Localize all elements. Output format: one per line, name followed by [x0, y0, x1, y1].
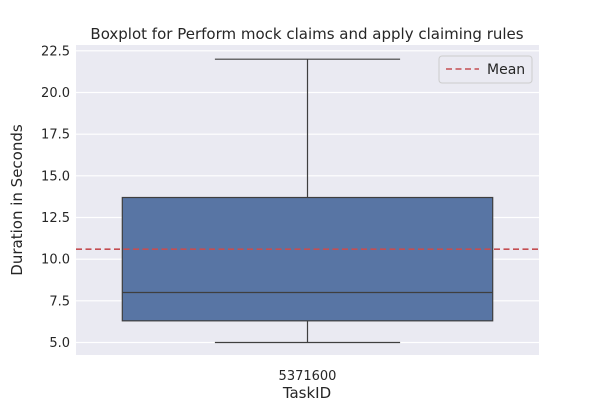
y-tick-label: 12.5: [41, 211, 70, 226]
chart-title: Boxplot for Perform mock claims and appl…: [90, 25, 523, 43]
legend-label-mean: Mean: [487, 62, 525, 78]
y-axis-ticks: 5.0 7.5 10.0 12.5 15.0 17.5 20.0 22.5: [41, 44, 70, 351]
legend: Mean: [438, 55, 533, 84]
x-axis-label: TaskID: [282, 384, 331, 400]
y-tick-label: 17.5: [41, 128, 70, 143]
y-tick-label: 22.5: [41, 44, 70, 59]
y-tick-label: 10.0: [41, 253, 70, 268]
y-tick-label: 15.0: [41, 169, 70, 184]
y-tick-label: 5.0: [49, 336, 70, 351]
y-axis-label: Duration in Seconds: [8, 124, 26, 276]
box-series: [121, 58, 494, 344]
legend-frame: [438, 55, 533, 84]
x-tick-label: 5371600: [279, 369, 337, 384]
y-tick-label: 20.0: [41, 86, 70, 101]
y-tick-label: 7.5: [49, 294, 70, 309]
iqr-box: [121, 196, 494, 322]
x-axis-ticks: 5371600: [279, 369, 337, 384]
